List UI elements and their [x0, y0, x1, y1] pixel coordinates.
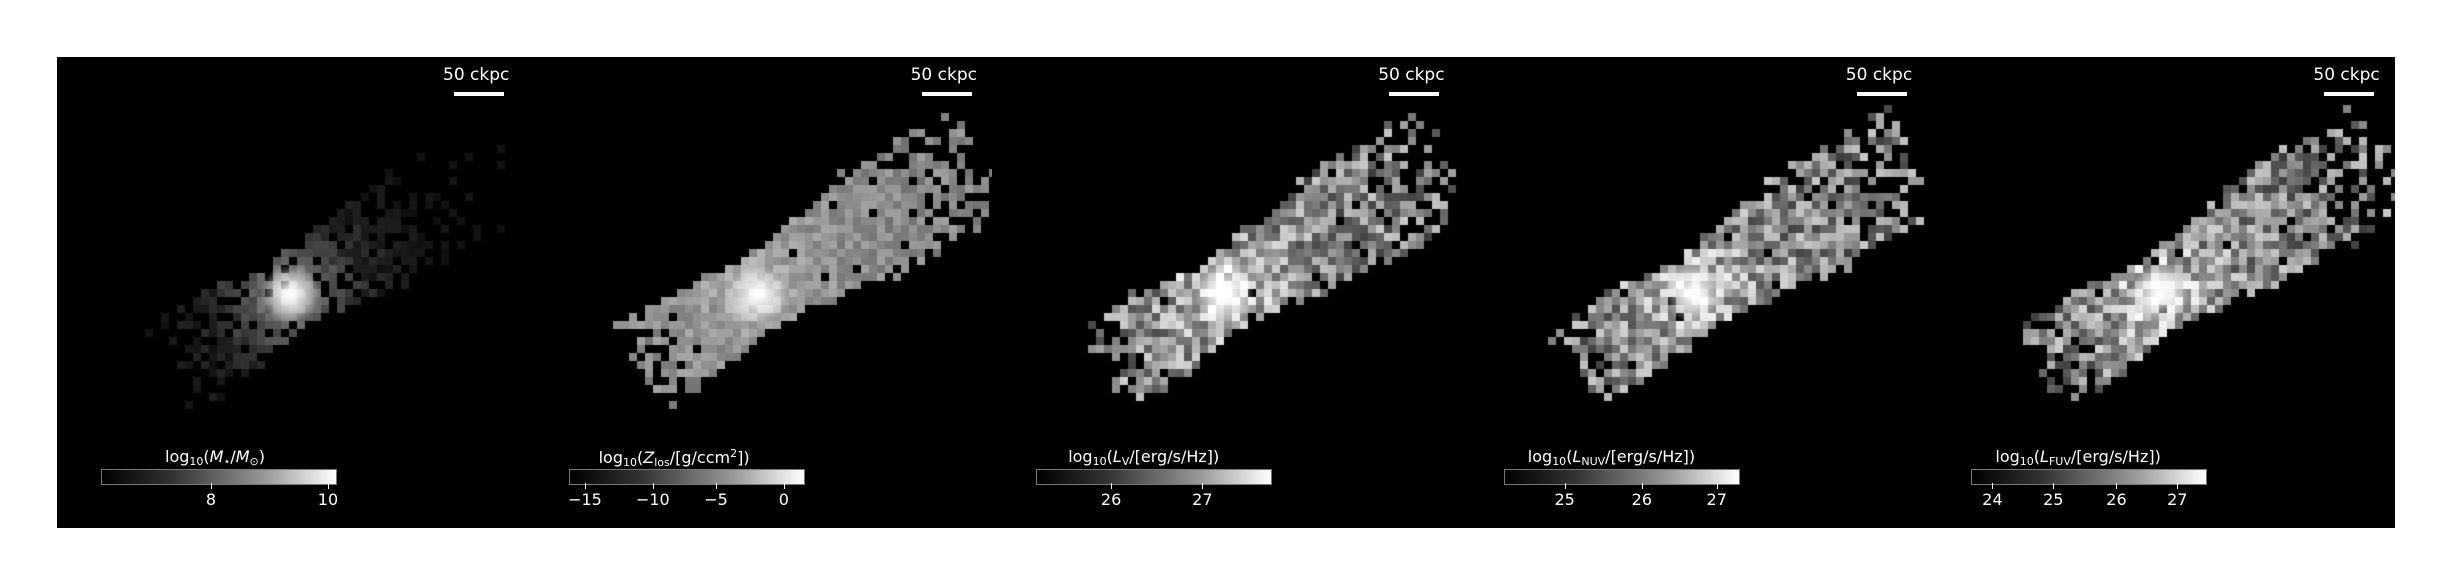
colorbar-tick	[652, 483, 654, 489]
colorbar-tick-label: 26	[1100, 490, 1122, 509]
colorbar-tick-label: 26	[2106, 490, 2127, 509]
scalebar-line	[2324, 92, 2375, 96]
colorbar-tick	[1716, 483, 1718, 489]
colorbar-tick	[1641, 483, 1643, 489]
colorbar-tick-label: 8	[205, 490, 217, 509]
scalebar-label: 50 ckpc	[910, 65, 977, 85]
scalebar-line	[454, 92, 504, 96]
colorbar-tick	[210, 483, 212, 489]
colorbar-tick-label: 10	[317, 490, 339, 509]
colorbar-tick-label: −5	[704, 490, 728, 509]
figure: 50 ckpc log10(M⋆/M⊙) 8 10 50 ckpc log10(Z…	[57, 57, 2395, 528]
colorbar-tick-label: 25	[2043, 490, 2064, 509]
colorbar-label: log10(M⋆/M⊙)	[165, 447, 266, 468]
galaxy-image	[1459, 57, 1928, 528]
scalebar-line	[1389, 92, 1440, 96]
colorbar-tick-label: 0	[778, 490, 789, 509]
colorbar-tick-label: −10	[635, 490, 670, 509]
galaxy-image	[57, 57, 525, 528]
colorbar-tick-label: 27	[1192, 490, 1213, 509]
colorbar	[101, 469, 337, 485]
colorbar-label: log10(LV/[erg/s/Hz])	[1068, 447, 1220, 468]
scalebar-line	[1856, 92, 1907, 96]
scalebar-line	[921, 92, 972, 96]
panel-metallicity: 50 ckpc log10(Zlos/[g/ccm2]) −15 −10 −5 0	[524, 57, 993, 528]
galaxy-image	[992, 57, 1460, 528]
panel-luminosity-nuv: 50 ckpc log10(LNUV/[erg/s/Hz]) 25 26 27	[1459, 57, 1928, 528]
panel-luminosity-v: 50 ckpc log10(LV/[erg/s/Hz]) 26 27	[992, 57, 1460, 528]
colorbar-tick	[783, 483, 785, 489]
galaxy-image	[1927, 57, 2395, 528]
scalebar-label: 50 ckpc	[1378, 65, 1445, 85]
colorbar	[1971, 469, 2208, 485]
colorbar-label: log10(LNUV/[erg/s/Hz])	[1527, 447, 1696, 468]
colorbar-tick	[716, 483, 717, 489]
galaxy-image	[524, 57, 993, 528]
colorbar-tick	[1202, 483, 1204, 489]
colorbar-tick	[1564, 483, 1566, 489]
colorbar-tick	[1111, 483, 1113, 489]
colorbar-tick	[584, 483, 586, 489]
colorbar-tick	[327, 483, 329, 489]
scalebar-label: 50 ckpc	[2313, 65, 2380, 85]
scalebar-label: 50 ckpc	[1845, 65, 1913, 85]
colorbar-tick-label: 27	[1706, 490, 1727, 509]
scalebar-label: 50 ckpc	[443, 65, 510, 85]
colorbar-label: log10(Zlos/[g/ccm2])	[598, 447, 750, 469]
colorbar-tick	[1992, 483, 1994, 489]
colorbar-label: log10(LFUV/[erg/s/Hz])	[1995, 447, 2161, 468]
colorbar	[568, 469, 805, 485]
colorbar-tick-label: −15	[568, 490, 602, 509]
panel-stellar-mass: 50 ckpc log10(M⋆/M⊙) 8 10	[57, 57, 525, 528]
colorbar-tick-label: 27	[2167, 490, 2188, 509]
panel-luminosity-fuv: 50 ckpc log10(LFUV/[erg/s/Hz]) 24 25 26 27	[1927, 57, 2395, 528]
colorbar-tick	[2053, 483, 2055, 489]
colorbar-tick	[2177, 483, 2179, 489]
colorbar	[1036, 469, 1273, 485]
colorbar-tick-label: 25	[1554, 490, 1575, 509]
colorbar-tick-label: 24	[1982, 490, 2003, 509]
colorbar	[1503, 469, 1740, 485]
colorbar-tick	[2116, 483, 2118, 489]
colorbar-tick-label: 26	[1631, 490, 1653, 509]
